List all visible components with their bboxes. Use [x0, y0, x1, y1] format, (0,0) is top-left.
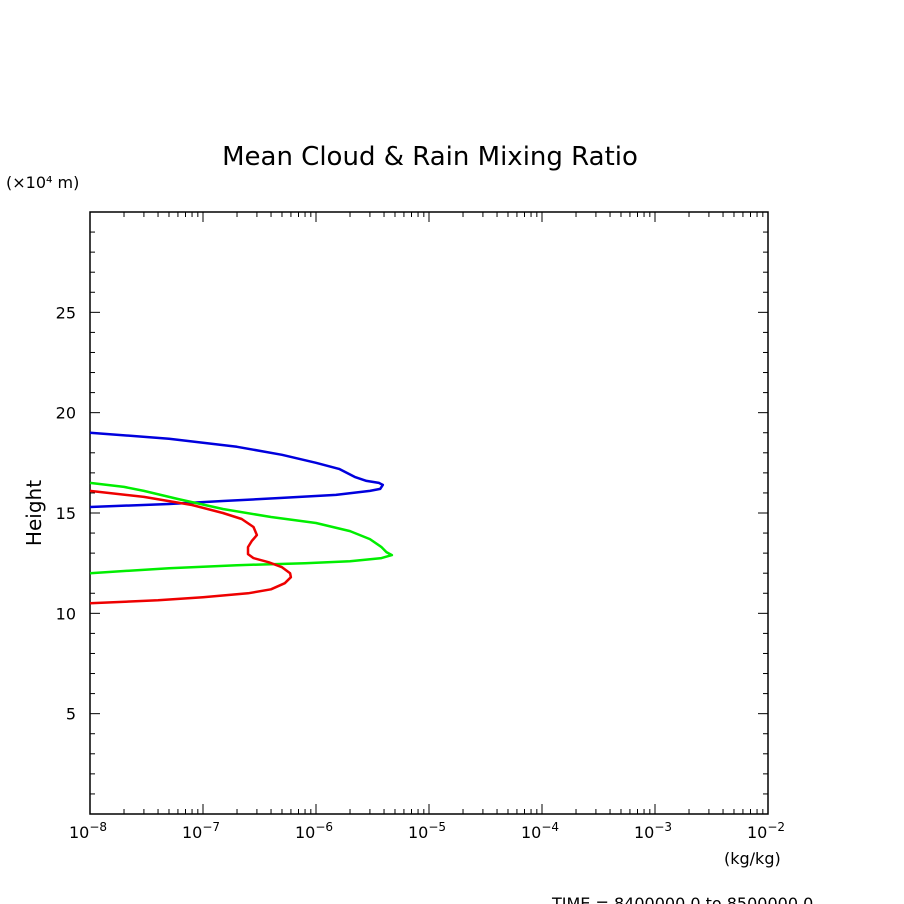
plot-frame — [89, 211, 769, 815]
y-axis-label: Height — [22, 480, 46, 546]
x-tick-label: 10−5 — [408, 820, 446, 842]
y-tick-label: 5 — [66, 705, 76, 724]
series-line-2 — [89, 481, 394, 575]
series-line-3 — [89, 489, 293, 605]
x-tick-label: 10−3 — [634, 820, 672, 842]
x-unit-label: (kg/kg) — [724, 849, 781, 868]
series-line-1 — [89, 431, 385, 509]
y-tick-label: 25 — [56, 303, 76, 322]
x-tick-label: 10−2 — [747, 820, 785, 842]
x-tick-label: 10−4 — [521, 820, 559, 842]
y-tick-label: 20 — [56, 404, 76, 423]
y-unit-label: (×10⁴ m) — [6, 173, 79, 192]
x-tick-label: 10−8 — [69, 820, 107, 842]
y-tick-label: 15 — [56, 504, 76, 523]
x-tick-label: 10−7 — [182, 820, 220, 842]
chart-title: Mean Cloud & Rain Mixing Ratio — [222, 142, 638, 172]
x-tick-label: 10−6 — [295, 820, 333, 842]
y-tick-label: 10 — [56, 604, 76, 623]
footer-time-text: TIME = 8400000.0 to 8500000.0 — [551, 894, 813, 904]
